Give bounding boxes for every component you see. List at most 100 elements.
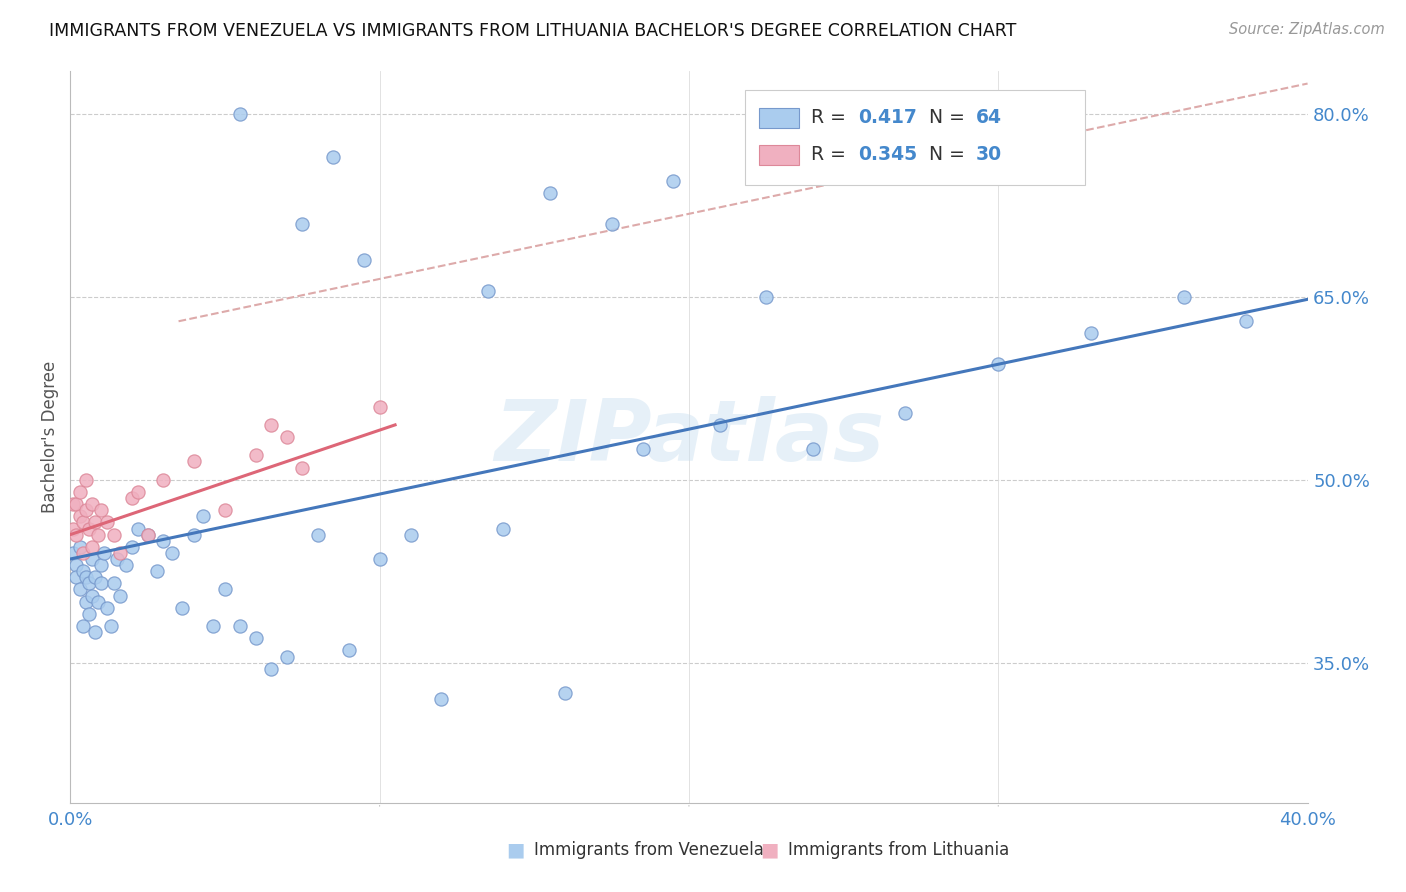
Y-axis label: Bachelor's Degree: Bachelor's Degree <box>41 361 59 513</box>
Point <box>115 558 138 573</box>
FancyBboxPatch shape <box>759 108 799 128</box>
Point <box>62 497 84 511</box>
Point <box>121 540 143 554</box>
Point <box>399 527 422 541</box>
Point <box>72 546 94 560</box>
Text: 0.417: 0.417 <box>859 108 917 127</box>
Point <box>538 186 561 201</box>
Point <box>245 448 267 462</box>
Point <box>136 527 159 541</box>
Text: 64: 64 <box>976 108 1002 127</box>
Point <box>353 253 375 268</box>
Point <box>214 503 236 517</box>
Legend: R =  0.417    N = 64, R =  0.345    N = 30: R = 0.417 N = 64, R = 0.345 N = 30 <box>811 81 1076 154</box>
Text: ZIPatlas: ZIPatlas <box>494 395 884 479</box>
Point <box>193 509 215 524</box>
Point <box>72 619 94 633</box>
Point <box>69 484 91 499</box>
FancyBboxPatch shape <box>759 145 799 165</box>
Point <box>276 649 298 664</box>
Point <box>75 503 97 517</box>
Point <box>260 662 283 676</box>
Point <box>127 521 149 535</box>
Point <box>600 217 623 231</box>
Point <box>87 594 110 608</box>
Point <box>152 473 174 487</box>
Point <box>1234 314 1257 328</box>
Text: Immigrants from Venezuela: Immigrants from Venezuela <box>534 841 763 859</box>
Point <box>69 582 91 597</box>
Point <box>62 521 84 535</box>
Text: R =: R = <box>811 145 852 163</box>
Point <box>276 430 298 444</box>
Point <box>801 442 824 457</box>
Point <box>90 558 112 573</box>
Text: Source: ZipAtlas.com: Source: ZipAtlas.com <box>1229 22 1385 37</box>
Point <box>96 600 118 615</box>
Point <box>183 527 205 541</box>
Point <box>229 107 252 121</box>
Point <box>245 632 267 646</box>
Text: 30: 30 <box>976 145 1002 163</box>
Point <box>229 619 252 633</box>
Point <box>631 442 654 457</box>
Point <box>214 582 236 597</box>
Point <box>65 558 87 573</box>
Point <box>103 527 125 541</box>
Point <box>100 619 122 633</box>
Point <box>87 527 110 541</box>
Text: IMMIGRANTS FROM VENEZUELA VS IMMIGRANTS FROM LITHUANIA BACHELOR'S DEGREE CORRELA: IMMIGRANTS FROM VENEZUELA VS IMMIGRANTS … <box>49 22 1017 40</box>
Point <box>894 406 917 420</box>
Text: R =: R = <box>811 108 852 127</box>
Point <box>69 509 91 524</box>
Point <box>554 686 576 700</box>
Point <box>105 552 128 566</box>
Point <box>146 564 169 578</box>
Point <box>492 521 515 535</box>
Point <box>368 552 391 566</box>
Point <box>90 576 112 591</box>
Point <box>183 454 205 468</box>
Point <box>65 570 87 584</box>
Point <box>291 217 314 231</box>
Point <box>307 527 329 541</box>
Point <box>121 491 143 505</box>
Point <box>103 576 125 591</box>
Text: ■: ■ <box>506 841 524 860</box>
Point <box>170 600 193 615</box>
Point <box>80 552 103 566</box>
Point <box>322 150 344 164</box>
Point <box>65 497 87 511</box>
Point <box>77 576 100 591</box>
Point <box>69 540 91 554</box>
Text: N =: N = <box>929 108 972 127</box>
Point <box>77 607 100 621</box>
Point <box>84 570 107 584</box>
Point <box>90 503 112 517</box>
Point <box>75 594 97 608</box>
Point <box>1080 326 1102 341</box>
Point <box>75 473 97 487</box>
Point <box>662 174 685 188</box>
Point <box>477 284 499 298</box>
Point <box>108 589 131 603</box>
Point <box>80 540 103 554</box>
Text: Immigrants from Lithuania: Immigrants from Lithuania <box>787 841 1010 859</box>
Point <box>291 460 314 475</box>
Point <box>987 357 1010 371</box>
Point <box>93 546 115 560</box>
Point <box>72 564 94 578</box>
Point <box>136 527 159 541</box>
Point <box>84 625 107 640</box>
Point <box>337 643 360 657</box>
Point <box>162 546 184 560</box>
Point <box>709 417 731 432</box>
Point <box>152 533 174 548</box>
Point <box>108 546 131 560</box>
Point <box>84 516 107 530</box>
Point <box>430 692 453 706</box>
Point <box>96 516 118 530</box>
Point <box>75 570 97 584</box>
Point <box>127 484 149 499</box>
Text: ■: ■ <box>761 841 779 860</box>
